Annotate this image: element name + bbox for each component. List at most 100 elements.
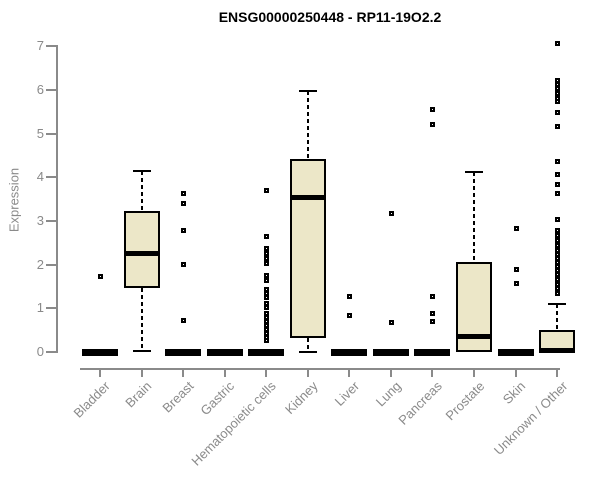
outlier-point bbox=[264, 260, 270, 266]
x-axis-tick bbox=[514, 368, 517, 377]
lower-whisker-cap bbox=[132, 350, 151, 353]
y-tick-label: 0 bbox=[36, 344, 44, 359]
x-category-label: Pancreas bbox=[395, 378, 446, 428]
outlier-point bbox=[555, 86, 561, 92]
outlier-point bbox=[513, 280, 519, 286]
outlier-point bbox=[555, 124, 561, 130]
outlier-point bbox=[264, 301, 270, 307]
outlier-point bbox=[555, 238, 561, 244]
outlier-point bbox=[264, 251, 270, 257]
outlier-point bbox=[555, 277, 561, 283]
outlier-point bbox=[555, 216, 561, 222]
x-axis-line bbox=[80, 368, 560, 370]
y-axis-tick bbox=[46, 219, 56, 222]
outlier-point bbox=[430, 294, 436, 300]
x-category-label: Skin bbox=[499, 378, 529, 407]
y-tick-label: 2 bbox=[36, 256, 44, 272]
collapsed-box bbox=[248, 349, 285, 356]
upper-whisker bbox=[556, 304, 559, 331]
y-axis-tick bbox=[46, 132, 56, 135]
outlier-point bbox=[264, 234, 270, 240]
x-axis-tick bbox=[223, 368, 226, 377]
x-axis-tick bbox=[265, 368, 268, 377]
outlier-point bbox=[555, 91, 561, 97]
outlier-point bbox=[264, 286, 270, 292]
y-axis-tick bbox=[46, 88, 56, 91]
outlier-point bbox=[430, 318, 436, 324]
outlier-point bbox=[555, 99, 561, 105]
collapsed-box bbox=[206, 349, 243, 356]
collapsed-box bbox=[372, 349, 409, 356]
collapsed-box bbox=[82, 349, 118, 356]
outlier-point bbox=[388, 211, 394, 217]
y-axis-tick bbox=[46, 307, 56, 310]
y-tick-label: 5 bbox=[36, 125, 44, 141]
box-rect bbox=[123, 210, 160, 288]
outlier-point bbox=[264, 273, 270, 279]
x-category-label: Prostate bbox=[442, 378, 487, 424]
outlier-point bbox=[347, 294, 353, 300]
collapsed-box bbox=[165, 349, 202, 356]
median-line bbox=[289, 194, 326, 200]
outlier-point bbox=[555, 256, 561, 262]
outlier-point bbox=[513, 226, 519, 232]
outlier-point bbox=[555, 291, 561, 297]
lower-whisker-cap bbox=[298, 351, 317, 353]
outlier-point bbox=[181, 261, 187, 267]
outlier-point bbox=[264, 305, 270, 311]
x-axis-tick bbox=[306, 368, 309, 377]
x-category-label: Brain bbox=[122, 378, 155, 411]
outlier-point bbox=[347, 312, 353, 318]
outlier-point bbox=[555, 110, 561, 116]
x-axis-tick bbox=[140, 368, 143, 377]
outlier-point bbox=[264, 256, 270, 262]
y-axis-line bbox=[56, 45, 58, 353]
outlier-point bbox=[98, 274, 103, 280]
outlier-point bbox=[264, 338, 270, 344]
x-category-label: Liver bbox=[331, 378, 363, 409]
outlier-point bbox=[264, 188, 270, 194]
median-line bbox=[539, 347, 576, 353]
upper-whisker bbox=[472, 171, 475, 262]
outlier-point bbox=[555, 159, 561, 165]
x-axis-tick bbox=[182, 368, 185, 377]
outlier-point bbox=[181, 200, 187, 206]
outlier-point bbox=[430, 311, 436, 317]
outlier-point bbox=[388, 319, 394, 325]
y-tick-label: 7 bbox=[36, 38, 44, 54]
outlier-point bbox=[264, 295, 270, 301]
y-tick-label: 1 bbox=[36, 300, 44, 316]
outlier-point bbox=[555, 82, 561, 88]
y-axis-tick bbox=[46, 263, 56, 266]
upper-whisker-cap bbox=[298, 90, 317, 93]
outlier-point bbox=[430, 121, 436, 127]
outlier-point bbox=[555, 233, 561, 239]
x-category-label: Kidney bbox=[281, 378, 321, 418]
collapsed-box bbox=[414, 349, 451, 356]
chart-title: ENSG00000250448 - RP11-19O2.2 bbox=[218, 9, 442, 25]
x-category-label: Lung bbox=[372, 378, 404, 410]
collapsed-box bbox=[497, 349, 534, 356]
x-axis-tick bbox=[99, 368, 101, 377]
outlier-point bbox=[264, 291, 270, 296]
y-axis-tick bbox=[46, 45, 56, 48]
outlier-point bbox=[555, 41, 561, 47]
outlier-point bbox=[513, 267, 519, 273]
y-tick-label: 6 bbox=[36, 81, 44, 97]
lower-whisker bbox=[140, 287, 143, 352]
outlier-point bbox=[555, 191, 561, 197]
outlier-point bbox=[555, 181, 561, 187]
median-line bbox=[455, 334, 492, 340]
median-line bbox=[123, 250, 160, 256]
outlier-point bbox=[555, 171, 561, 177]
upper-whisker-cap bbox=[132, 169, 151, 172]
x-axis-tick bbox=[348, 368, 351, 377]
outlier-point bbox=[555, 77, 561, 83]
outlier-point bbox=[264, 246, 270, 252]
y-tick-label: 3 bbox=[36, 212, 44, 228]
outlier-point bbox=[555, 243, 561, 249]
x-axis-tick bbox=[556, 368, 559, 377]
collapsed-box bbox=[331, 349, 368, 356]
outlier-point bbox=[430, 107, 436, 113]
